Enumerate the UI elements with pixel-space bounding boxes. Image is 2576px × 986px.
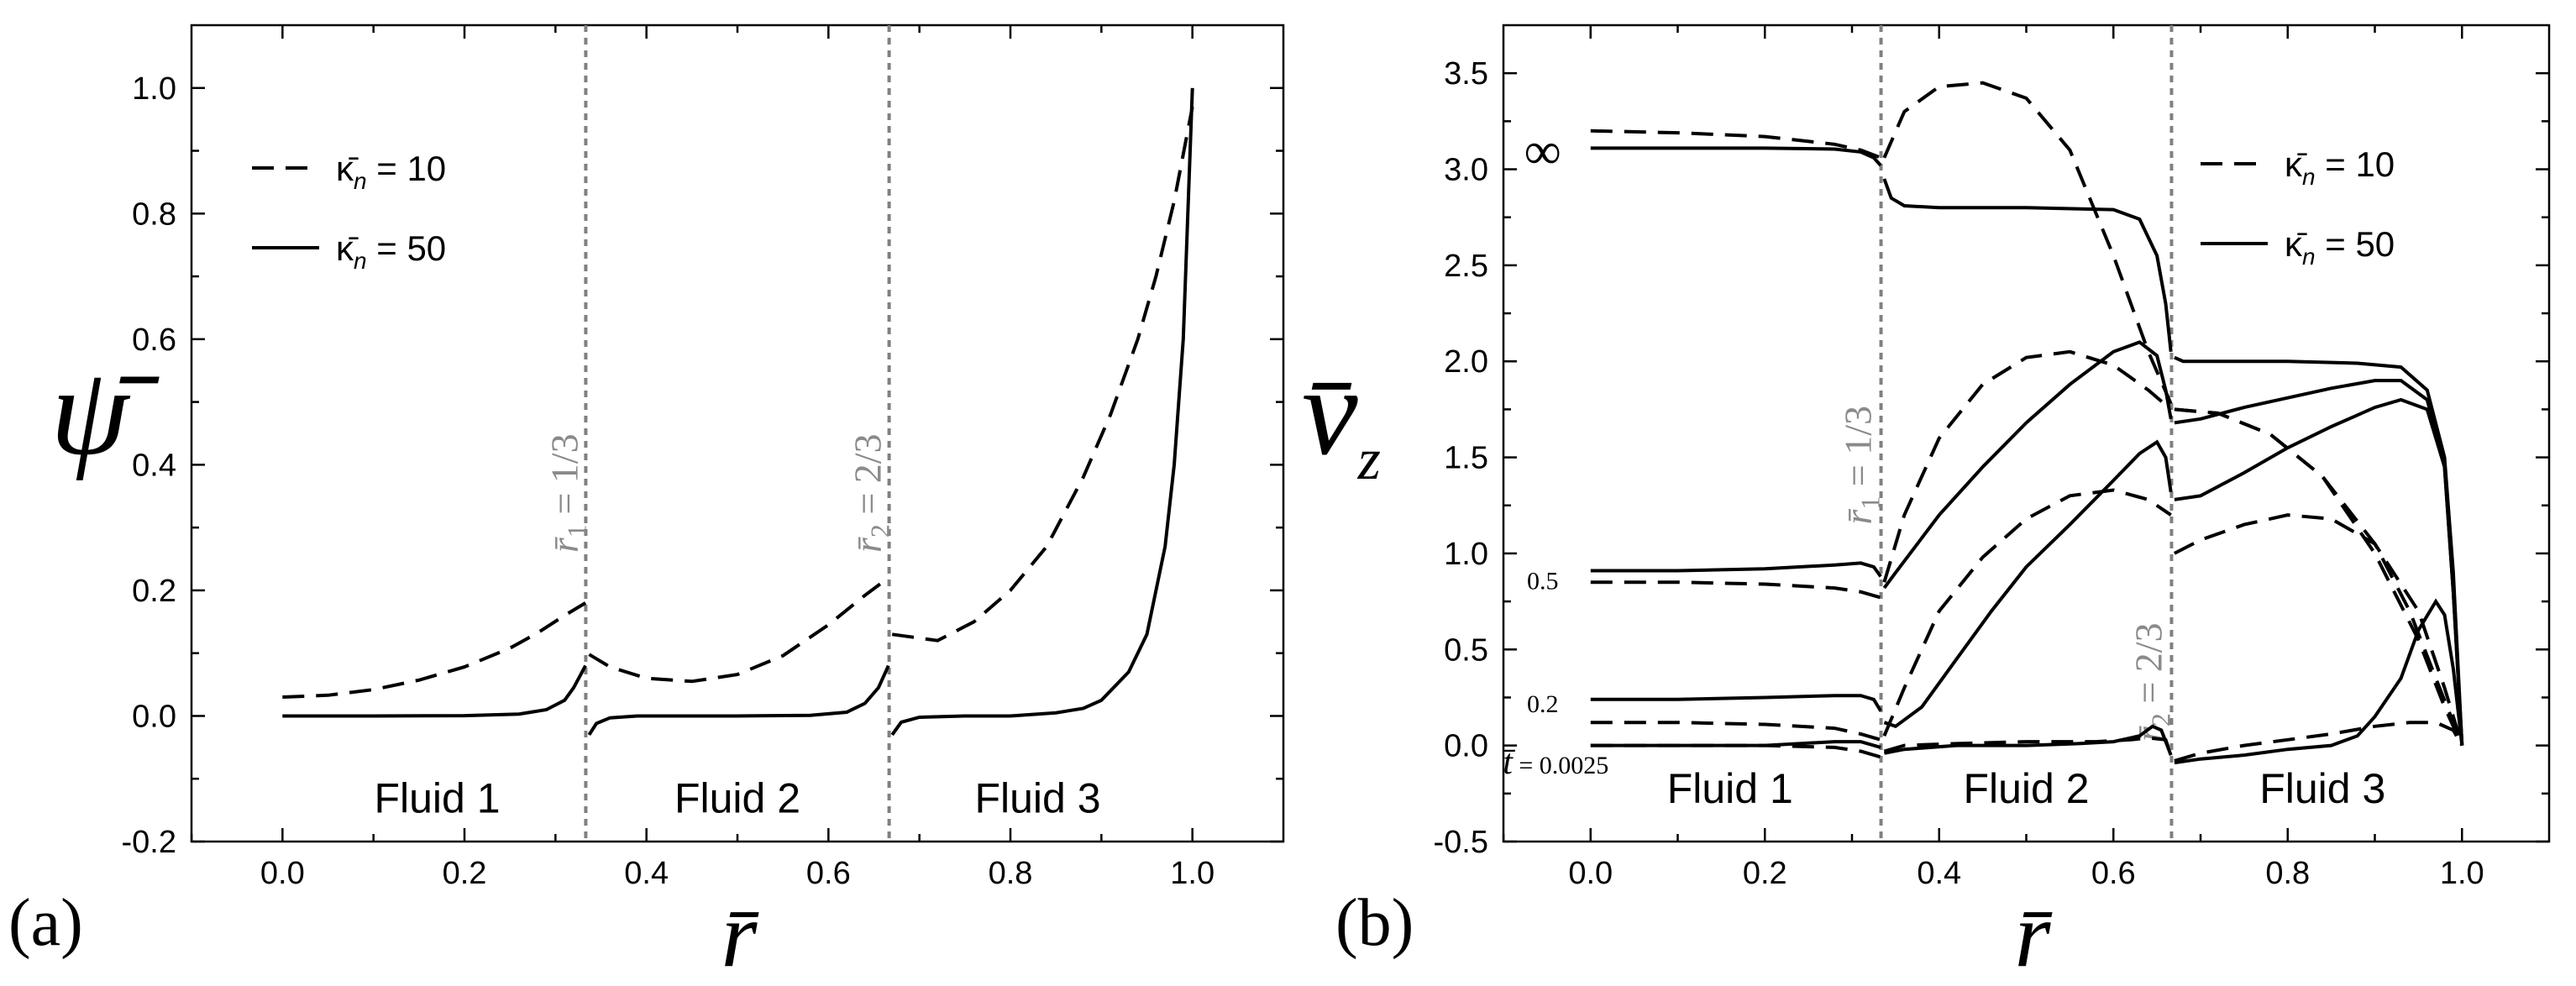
y-tick-label: 1.0 (132, 71, 176, 107)
legend-entry: κ̄n = 50 (336, 228, 446, 274)
series-line (891, 106, 1194, 642)
y-tick-label: 0.6 (132, 323, 176, 358)
y-tick-label: 0.0 (1444, 729, 1488, 764)
series-line (1883, 439, 2173, 729)
series-line (587, 664, 890, 736)
y-tick-label: 0.0 (132, 699, 176, 734)
time-label: t̄ = 0.0025 (1503, 743, 1608, 782)
y-tick-label: 1.5 (1444, 441, 1488, 476)
series-line (1590, 694, 1882, 712)
series-line (1882, 178, 2173, 353)
x-tick-label: 0.0 (260, 856, 305, 891)
series-line (2174, 598, 2464, 765)
time-label: 0.5 (1527, 567, 1559, 595)
series-line (1590, 721, 1881, 742)
x-tick-label: 0.2 (443, 856, 487, 891)
interface-label: r̄1 = 1/3 (1837, 406, 1886, 525)
interface-label: r̄1 = 1/3 (543, 433, 591, 553)
region-label: Fluid 1 (1667, 765, 1793, 812)
region-label: Fluid 1 (374, 775, 500, 822)
time-label: 0.2 (1527, 690, 1559, 718)
series-line (1590, 740, 1881, 749)
y-tick-label: 0.2 (132, 574, 176, 609)
plot-frame (190, 24, 1285, 843)
region-label: Fluid 3 (2259, 765, 2385, 812)
series-line (2174, 407, 2464, 747)
panel-b: 0.0 0.2 0.4 0.6 0.8 1.0 -0.5 0.0 0.5 1.0 1.5 2.0 2.5… (1302, 24, 2551, 986)
x-tick-label: 1.0 (2440, 856, 2484, 891)
series-line (1590, 743, 1881, 759)
interface-label: r̄2 = 2/3 (2127, 622, 2175, 742)
x-tick-label: 0.0 (1568, 856, 1613, 891)
y-tick-label: 0.8 (132, 197, 176, 232)
time-label: ∞ (1524, 123, 1561, 180)
panel-a: 0.0 0.2 0.4 0.6 0.8 1.0 -0.2 0.0 0.2 0.4 0.6 0.8 1.0… (8, 24, 1285, 986)
series-line (2174, 379, 2464, 746)
y-tick-label: 0.4 (132, 448, 176, 483)
panel-label: (b) (1335, 886, 1414, 960)
series-line (2174, 407, 2464, 747)
x-tick-label: 1.0 (1170, 856, 1215, 891)
series-line (1882, 81, 2173, 405)
x-axis-label: r̄ (2015, 884, 2053, 986)
y-tick-label: 0.5 (1444, 632, 1488, 668)
y-tick-label: 2.0 (1444, 344, 1488, 380)
series-line (1882, 340, 2173, 590)
y-tick-label: -0.5 (1434, 825, 1488, 860)
series-line (890, 87, 1194, 737)
y-tick-label: 3.0 (1444, 153, 1488, 188)
y-axis-label: v̄z (1302, 342, 1381, 492)
legend-entry: κ̄n = 50 (2285, 224, 2395, 270)
y-tick-label: 1.0 (1444, 537, 1488, 572)
x-tick-label: 0.8 (989, 856, 1033, 891)
series-line (1882, 349, 2172, 583)
series-line (1882, 488, 2172, 737)
region-label: Fluid 3 (974, 775, 1100, 822)
y-tick-label: -0.2 (122, 825, 176, 860)
x-tick-label: 0.6 (806, 856, 851, 891)
series-line (1590, 580, 1881, 600)
series-line (1590, 128, 1881, 160)
region-label: Fluid 2 (1963, 765, 2089, 812)
legend-entry: κ̄n = 10 (2285, 144, 2395, 190)
region-label: Fluid 2 (674, 775, 800, 822)
interface-label: r̄2 = 2/3 (847, 433, 895, 553)
series-line (2174, 397, 2464, 746)
x-tick-label: 0.4 (1917, 856, 1961, 891)
y-tick-label: 3.5 (1444, 56, 1488, 92)
series-line (2174, 721, 2464, 763)
x-tick-label: 0.2 (1743, 856, 1787, 891)
series-line (1590, 561, 1882, 578)
y-tick-label: 2.5 (1444, 249, 1488, 284)
x-tick-label: 0.8 (2265, 856, 2310, 891)
series-line (588, 576, 889, 684)
series-line (1590, 146, 1882, 167)
x-tick-label: 0.6 (2091, 856, 2136, 891)
x-tick-label: 0.4 (624, 856, 669, 891)
series-line (282, 664, 587, 718)
legend-entry: κ̄n = 10 (336, 149, 446, 194)
x-axis-label: r̄ (721, 884, 759, 986)
series-line (2173, 513, 2464, 747)
panel-label: (a) (8, 886, 83, 960)
series-line (282, 601, 587, 699)
series-line (1884, 724, 2173, 756)
